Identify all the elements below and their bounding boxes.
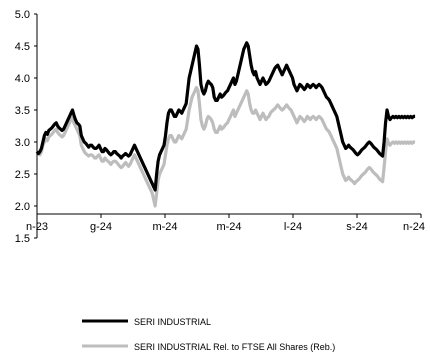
x-tick-label: l-24 bbox=[284, 221, 302, 233]
x-tick-label: s-24 bbox=[346, 221, 367, 233]
x-axis: n-23 g-24 m-24 m-24 l-24 s-24 n-24 bbox=[26, 214, 425, 233]
x-tick-label: m-24 bbox=[216, 221, 241, 233]
y-tick-label: 5.0 bbox=[15, 9, 30, 21]
y-tick-label: 4.5 bbox=[15, 41, 30, 53]
x-tick-label: g-24 bbox=[90, 221, 112, 233]
x-tick-label: m-24 bbox=[152, 221, 177, 233]
axes bbox=[36, 14, 421, 238]
legend-label-primary: SERI INDUSTRIAL bbox=[134, 317, 211, 327]
y-tick-label: 2.0 bbox=[15, 201, 30, 213]
y-tick-label: 3.0 bbox=[15, 137, 30, 149]
x-tick-label: n-24 bbox=[403, 221, 425, 233]
y-tick-label: 2.5 bbox=[15, 169, 30, 181]
legend-label-relative: SERI INDUSTRIAL Rel. to FTSE All Shares … bbox=[134, 342, 335, 352]
series-line-relative-ftse bbox=[35, 85, 416, 208]
series-layer bbox=[35, 41, 416, 208]
y-tick-label: 3.5 bbox=[15, 105, 30, 117]
legend: SERI INDUSTRIAL SERI INDUSTRIAL Rel. to … bbox=[82, 317, 335, 352]
y-tick-label: 4.0 bbox=[15, 73, 30, 85]
series-line-seri-industrial bbox=[35, 41, 416, 192]
y-tick-label: 1.5 bbox=[15, 233, 30, 245]
y-axis: 5.0 4.5 4.0 3.5 3.0 2.5 2.0 1.5 bbox=[15, 9, 37, 245]
